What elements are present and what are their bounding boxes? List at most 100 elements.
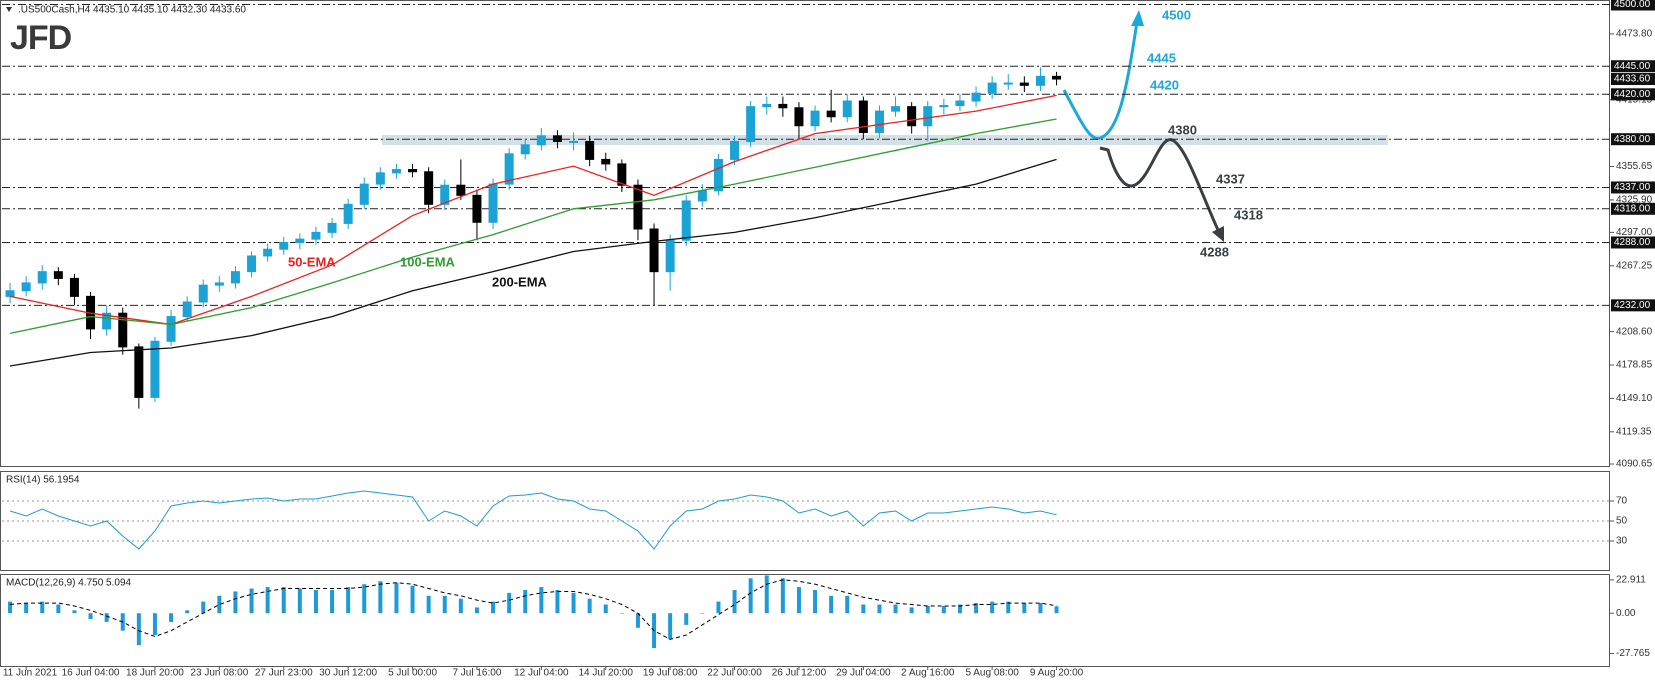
candle-body [649,228,659,273]
candle-body [311,231,321,240]
x-tick-label: 14 Jul 20:00 [579,668,634,679]
macd-bar [909,607,914,614]
candle-body [987,82,997,94]
macd-bar [24,603,29,614]
bullish-arrowhead [1131,10,1144,26]
candle-body [955,100,965,107]
candle-body [907,106,917,127]
candle-body [826,110,836,118]
candle-body [343,203,353,224]
level-tag [1611,0,1655,11]
macd-bar [990,601,995,614]
ema-line [9,94,1057,326]
candle-body [617,163,627,186]
macd-bar [780,578,785,614]
macd-bar [152,613,157,636]
candle-body [359,183,369,205]
collapse-icon [6,7,12,12]
macd-bar [136,613,141,646]
candle-body [778,103,788,109]
macd-bar [297,588,302,614]
main-panel-frame [0,0,1610,467]
bearish-arrowhead [1212,226,1224,242]
candle-body [794,107,804,127]
candle-body [263,248,273,257]
y-tick-label: 4090.65 [1616,459,1653,470]
bullish-scenario [1062,21,1139,140]
y-tick-label: 4119.35 [1616,426,1652,437]
macd-bar [829,595,834,614]
level-label: 4288.00 [1614,237,1651,248]
candle-body [21,282,31,292]
macd-bar [201,601,206,614]
macd-bar [716,601,721,614]
macd-bar [700,613,705,614]
macd-bar [941,605,946,614]
candle-body [874,110,884,133]
candle-body [488,183,498,223]
x-tick-label: 12 Jul 04:00 [514,668,569,679]
macd-bar [539,587,544,614]
candle-body [391,169,401,174]
x-tick-label: 5 Aug 08:00 [965,668,1019,679]
x-tick-label: 22 Jul 00:00 [707,668,762,679]
candle-body [552,135,562,142]
y-tick-label: 4267.25 [1616,260,1653,271]
macd-bar [491,601,496,614]
ema-line [9,158,1057,367]
macd-bar [684,613,689,625]
level-label: 4420.00 [1614,89,1651,100]
candle-body [375,172,385,185]
x-tick-label: 19 Jul 08:00 [643,668,698,679]
x-tick-label: 5 Jul 00:00 [388,668,437,679]
candle-body [440,184,450,205]
macd-bar [1022,603,1027,614]
x-tick-label: 9 Aug 20:00 [1030,668,1084,679]
y-tick-label: 30 [1616,536,1628,547]
level-tag [1611,88,1655,101]
macd-bar [635,613,640,628]
macd-bar [217,595,222,614]
x-tick-label: 29 Jul 04:00 [836,668,891,679]
macd-bar [555,589,560,614]
scenario-label: 4500 [1162,7,1191,22]
macd-bar [249,588,254,614]
macd-bar [169,613,174,622]
rsi-title: RSI(14) 56.1954 [6,475,80,486]
scenario-label: 4420 [1150,77,1179,92]
candle-body [118,312,128,348]
candle-body [37,271,47,284]
support-zone [382,135,1388,145]
scenario-label: 4318 [1234,207,1263,222]
macd-bar [281,587,286,614]
macd-bar [330,589,335,614]
macd-bar [88,613,93,620]
y-tick-label: 4473.80 [1616,29,1653,40]
ema-label: 200-EMA [492,274,548,289]
x-tick-label: 27 Jun 23:00 [255,668,313,679]
bearish-scenario [1099,138,1220,231]
y-tick-label: 50 [1616,516,1628,527]
candle-body [939,105,949,108]
macd-bar [458,598,463,614]
x-tick-label: 16 Jun 04:00 [62,668,120,679]
candle-body [166,316,176,342]
y-tick-label: 4208.60 [1616,326,1653,337]
macd-bar [523,589,528,614]
rsi-panel-frame [0,471,1610,571]
candle-body [697,190,707,202]
y-tick-label: 70 [1616,496,1628,507]
x-tick-label: 18 Jun 20:00 [126,668,184,679]
macd-bar [813,589,818,614]
candle-body [504,153,514,185]
macd-panel-frame [0,574,1610,667]
candle-body [5,290,15,297]
y-tick-label: -27.765 [1616,648,1650,659]
macd-bar [8,601,13,614]
candle-body [585,140,595,160]
candle-body [923,106,933,127]
macd-bar [587,598,592,614]
candle-body [198,284,208,303]
macd-bar [1038,603,1043,614]
